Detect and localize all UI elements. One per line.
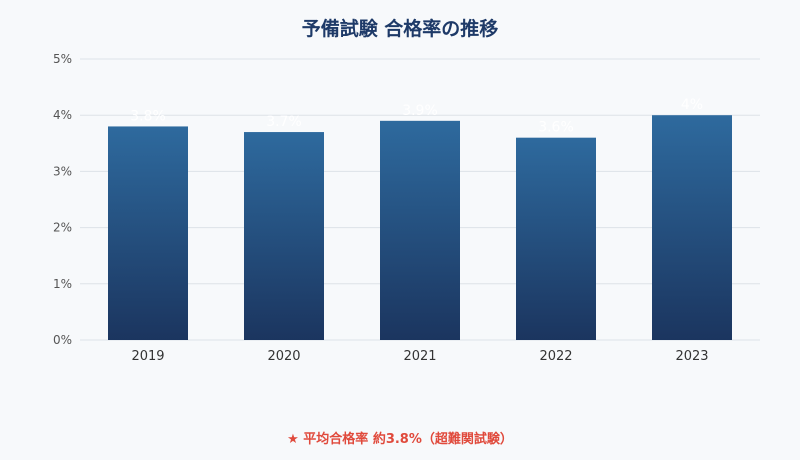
x-tick-label: 2023 [675, 349, 708, 364]
x-tick-label: 2019 [131, 349, 164, 364]
data-label: 3.7% [266, 114, 302, 130]
bar-2020 [244, 132, 324, 340]
y-tick-label: 5% [53, 52, 72, 66]
average-note: ★ 平均合格率 約3.8%（超難関試験） [287, 432, 513, 447]
y-tick-label: 3% [53, 164, 72, 178]
data-label: 4% [681, 97, 703, 113]
y-tick-label: 4% [53, 108, 72, 122]
x-tick-label: 2020 [267, 349, 300, 364]
bar-chart: 0% 1% 2% 3% 4% 5% 3.8% 2019 3.7% 2020 3.9% 2021 3.6%… [53, 52, 760, 364]
y-tick-label: 2% [53, 221, 72, 235]
x-tick-label: 2022 [539, 349, 572, 364]
bar-2019 [108, 126, 188, 340]
chart-title: 予備試験 合格率の推移 [301, 18, 499, 40]
data-label: 3.8% [130, 108, 166, 124]
bar-2021 [380, 120, 460, 340]
y-tick-label: 1% [53, 277, 72, 291]
bar-2023 [652, 115, 732, 340]
data-label: 3.9% [402, 103, 438, 119]
x-tick-label: 2021 [403, 349, 436, 364]
bar-2022 [516, 137, 596, 340]
y-tick-label: 0% [53, 333, 72, 347]
data-label: 3.6% [538, 120, 574, 136]
